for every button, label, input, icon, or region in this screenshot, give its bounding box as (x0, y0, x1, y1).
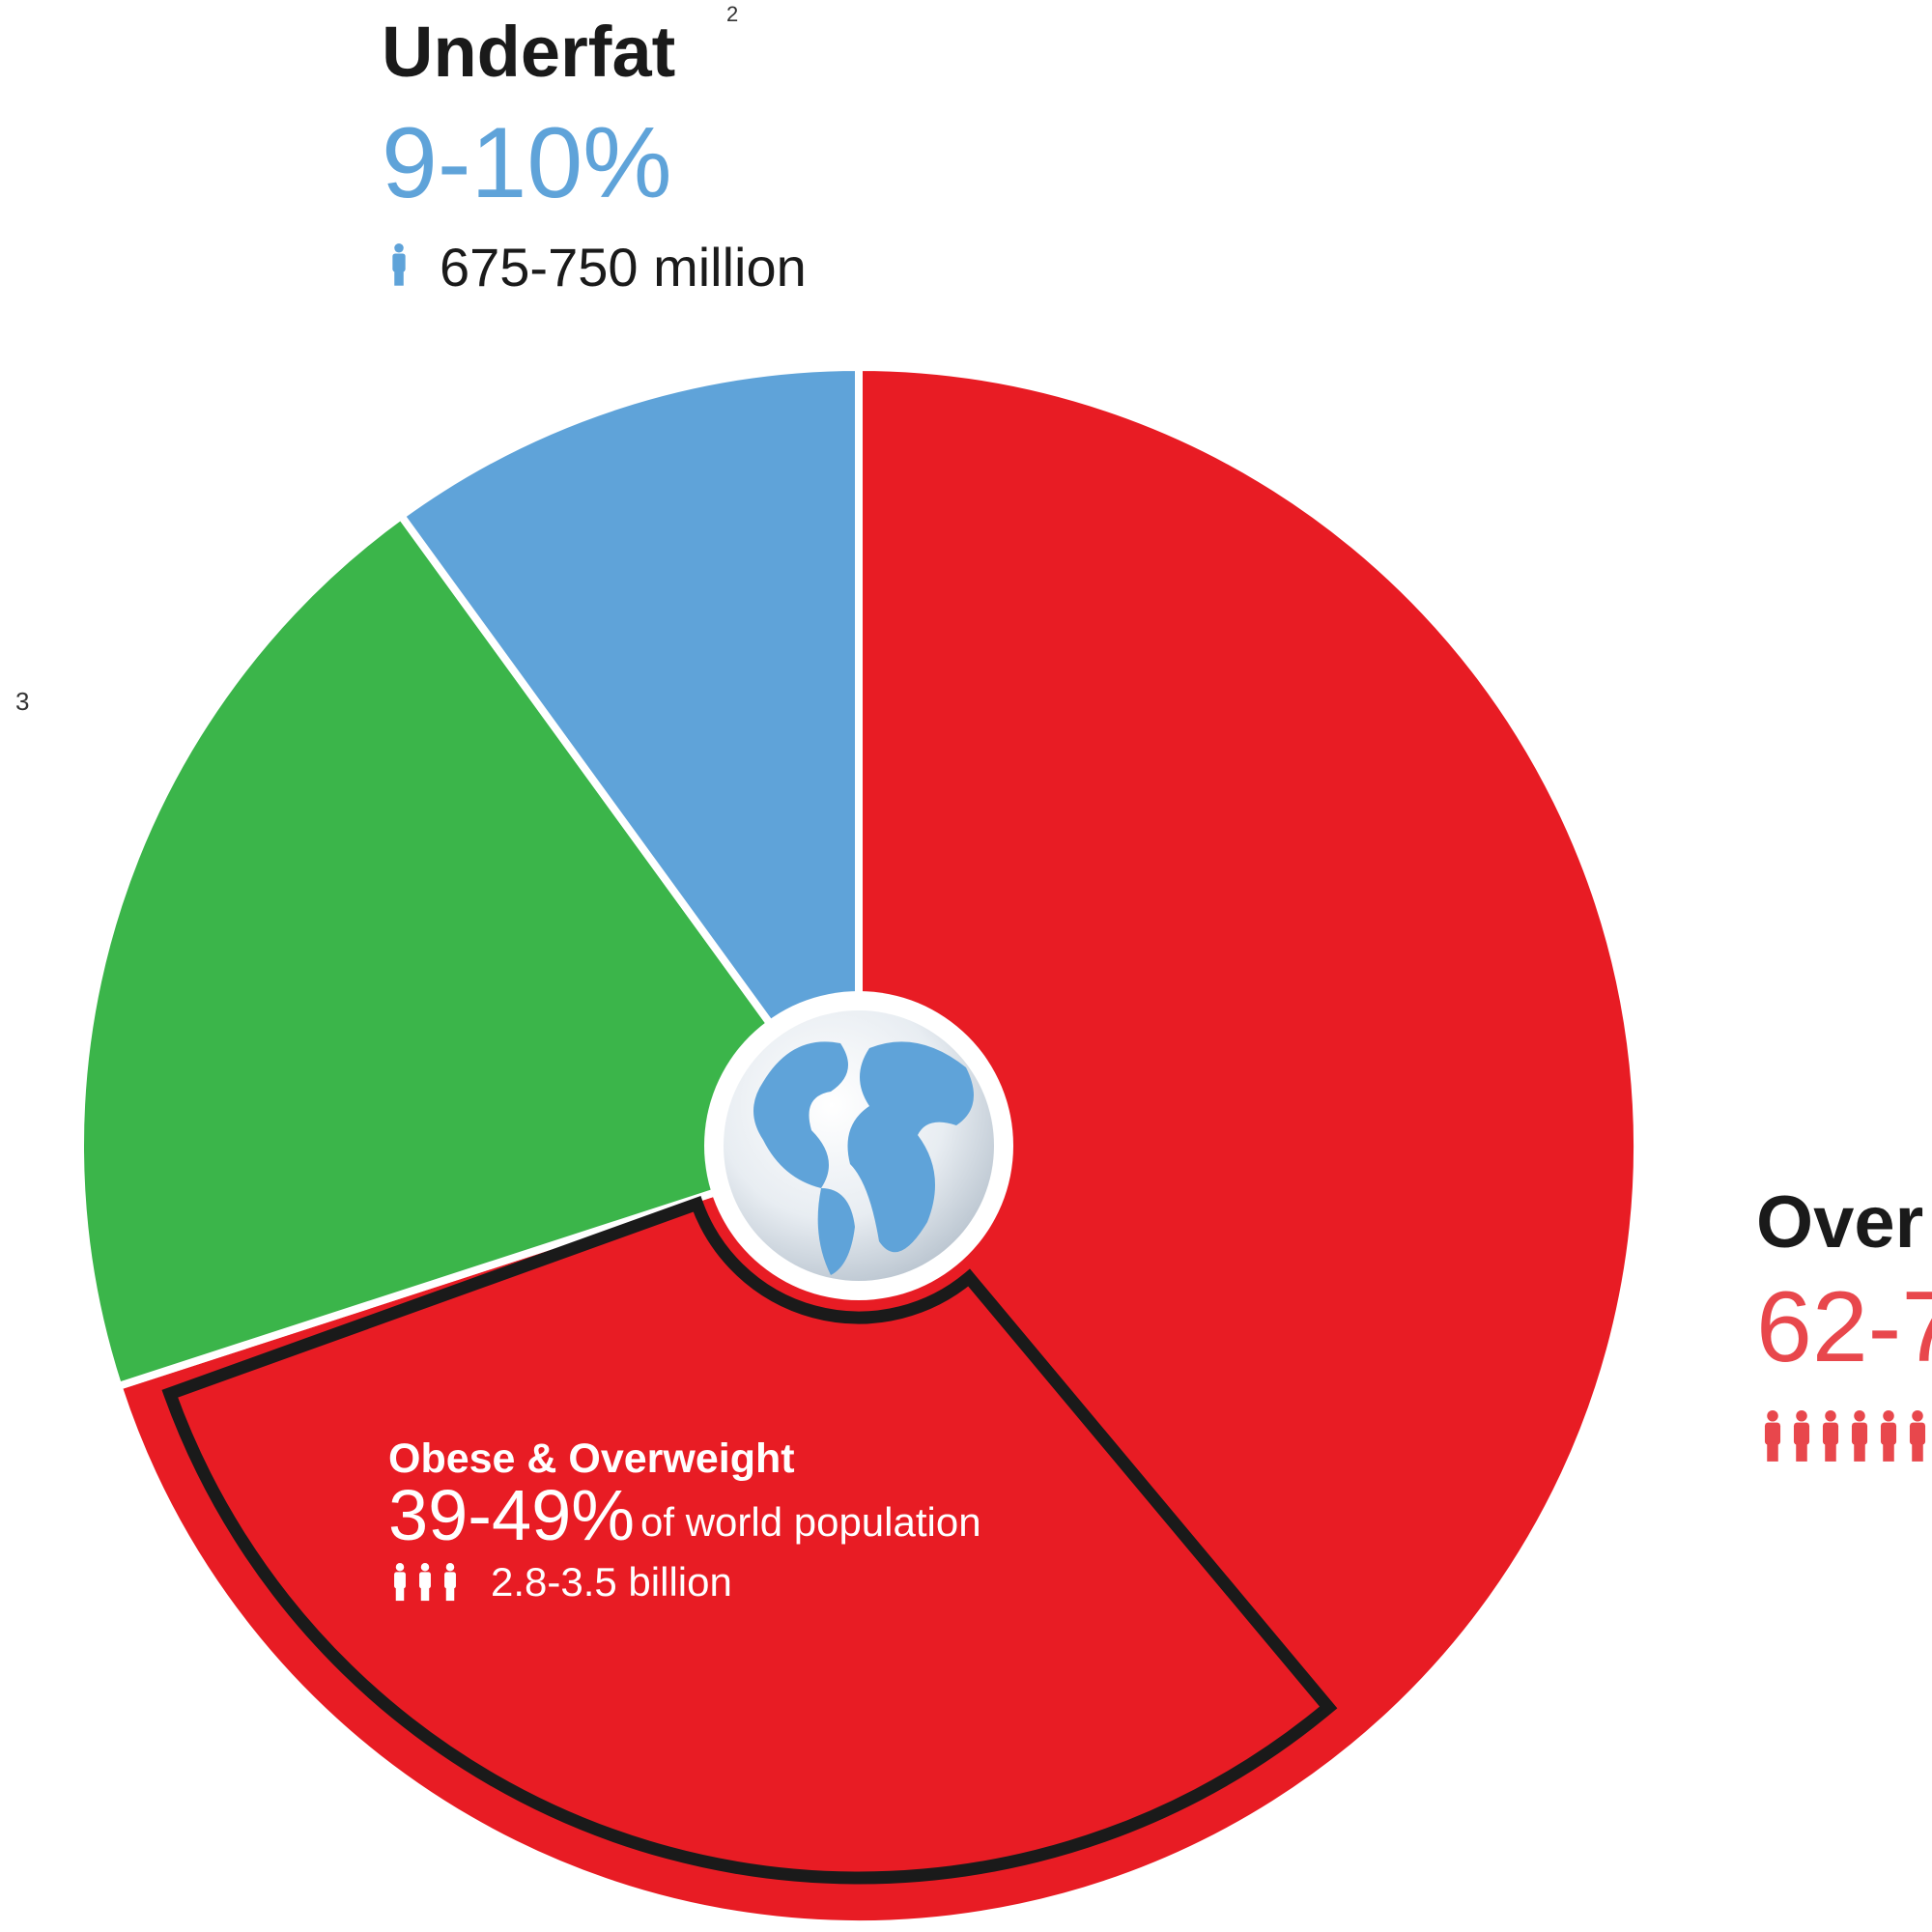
person-icon (444, 1572, 456, 1589)
person-icon (1854, 1410, 1865, 1422)
person-icon (394, 1572, 406, 1589)
slice-label: Over (1756, 1181, 1923, 1264)
highlight-range: 39-49% (388, 1475, 635, 1555)
highlight-outline (161, 1195, 1338, 1885)
person-icon (1912, 1441, 1923, 1462)
highlight-count: 2.8-3.5 billion (491, 1559, 732, 1605)
person-icon (1796, 1410, 1807, 1422)
slice-label: Underfat (382, 12, 675, 92)
continent (847, 1041, 974, 1253)
person-icon (420, 1585, 430, 1602)
person-icon (392, 253, 406, 272)
person-icon (1854, 1441, 1865, 1462)
people-icons (1764, 1410, 1926, 1462)
person-icon (1825, 1410, 1836, 1422)
continent (817, 1188, 855, 1275)
person-icon (445, 1585, 455, 1602)
person-icon (395, 1585, 405, 1602)
person-icon (1822, 1422, 1839, 1445)
person-icon (395, 1563, 405, 1572)
person-icon (1851, 1422, 1868, 1445)
range-label: 9-10% (382, 107, 672, 219)
person-icon (420, 1563, 430, 1572)
person-icon (1880, 1422, 1897, 1445)
highlight-title: Obese & Overweight (388, 1435, 795, 1482)
range-label: 62-7 (1756, 1271, 1932, 1383)
person-icon (1764, 1422, 1781, 1445)
person-icon (1825, 1441, 1836, 1462)
person-icon (1767, 1410, 1778, 1422)
person-icon (419, 1572, 431, 1589)
person-icon (1796, 1441, 1807, 1462)
person-icon (445, 1563, 455, 1572)
person-icon (1883, 1410, 1894, 1422)
pie-slice (395, 362, 863, 1158)
globe (704, 991, 1013, 1300)
person-icon (1767, 1441, 1778, 1462)
person-icon (394, 243, 404, 253)
person-icon (394, 269, 404, 286)
person-icon (1793, 1422, 1810, 1445)
footnote-mark: 2 (726, 2, 738, 26)
pie-slice (76, 510, 866, 1392)
footnote-mark: 3 (15, 687, 29, 716)
count-label: 675-750 million (440, 237, 807, 298)
person-icon (1909, 1422, 1926, 1445)
continent (753, 1041, 848, 1188)
person-icon (1883, 1441, 1894, 1462)
highlight-suffix: of world population (640, 1499, 981, 1545)
person-icon (1912, 1410, 1923, 1422)
